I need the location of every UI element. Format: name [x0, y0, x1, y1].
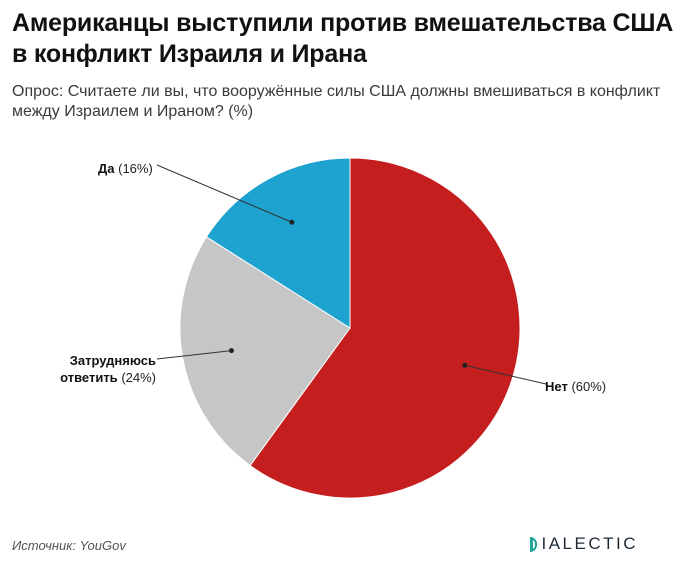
leader-line-unsure-dot — [228, 348, 234, 354]
source-note: Источник: YouGov — [12, 538, 126, 553]
leader-line-unsure — [156, 350, 232, 360]
slice-label-no-pct: (60%) — [571, 379, 607, 394]
slice-label-unsure-name: Затрудняюсь ответить — [60, 353, 156, 385]
slice-label-unsure: Затрудняюсь ответить (24%) — [60, 352, 156, 386]
slice-label-no-name: Нет — [545, 379, 568, 394]
leader-line-no-dot — [462, 362, 468, 368]
brand-logo: IALECTIC — [530, 534, 638, 554]
slice-label-yes-pct: (16%) — [118, 161, 153, 176]
chart-title: Американцы выступили против вмешательств… — [12, 9, 674, 68]
pie-slice-yes — [205, 157, 351, 329]
brand-logo-text: IALECTIC — [541, 534, 638, 553]
dialectic-d-logo-icon — [530, 536, 538, 552]
chart-subtitle: Опрос: Считаете ли вы, что вооружённые с… — [12, 83, 661, 120]
pie-slice-no — [249, 157, 521, 499]
pie-slice-unsure — [179, 236, 351, 467]
slice-label-yes: Да (16%) — [98, 160, 153, 177]
slice-label-yes-name: Да — [98, 161, 115, 176]
leader-line-no — [464, 364, 547, 385]
slice-label-unsure-pct: (24%) — [121, 370, 156, 385]
slice-label-no: Нет (60%) — [545, 378, 606, 395]
leader-line-yes — [156, 164, 293, 223]
leader-line-yes-dot — [289, 219, 295, 225]
